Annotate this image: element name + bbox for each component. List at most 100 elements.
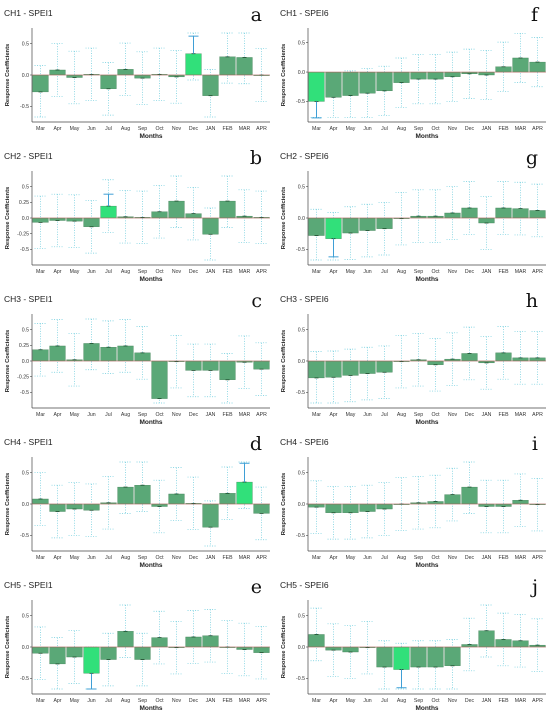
x-tick-label: JAN — [206, 126, 216, 132]
bar — [512, 500, 529, 505]
bar — [359, 503, 376, 512]
x-tick-label: Mar — [36, 126, 45, 132]
y-tick-label: 0.5 — [298, 184, 305, 190]
x-tick-label: Jun — [363, 412, 371, 418]
bar — [512, 357, 529, 362]
x-tick-label: Mar — [36, 269, 45, 275]
x-tick-label: APR — [256, 698, 267, 704]
bar — [202, 360, 219, 371]
x-tick-label: Apr — [329, 555, 337, 561]
bar — [461, 353, 478, 362]
x-tick-label: Oct — [431, 698, 440, 704]
bar — [32, 217, 49, 223]
x-axis-label: Months — [415, 419, 438, 426]
x-axis-label: Months — [139, 562, 162, 569]
x-tick-label: Apr — [53, 269, 61, 275]
bar — [83, 503, 100, 511]
bar — [253, 360, 270, 370]
x-tick-label: Dec — [465, 698, 475, 704]
bar — [168, 200, 185, 219]
x-tick-label: Oct — [155, 269, 164, 275]
x-tick-label: Jul — [105, 555, 112, 561]
y-axis-label: Response Coefficients — [5, 473, 11, 536]
x-tick-label: Jun — [87, 269, 95, 275]
x-tick-label: Aug — [121, 555, 130, 561]
x-tick-label: JAN — [482, 269, 492, 275]
bar — [427, 360, 444, 365]
panel-title: CH1 - SPEI1 — [4, 8, 53, 18]
x-tick-label: Oct — [431, 555, 440, 561]
x-tick-label: FEB — [222, 126, 233, 132]
y-tick-label: 0.0 — [298, 70, 305, 76]
x-tick-label: Mar — [312, 555, 321, 561]
x-tick-label: FEB — [222, 555, 233, 561]
panel-letter: h — [526, 290, 538, 312]
x-tick-label: Nov — [448, 698, 458, 704]
y-axis-label: Response Coefficients — [281, 330, 287, 393]
bar — [342, 71, 359, 96]
bar — [529, 210, 546, 219]
bar — [100, 74, 117, 89]
bar — [32, 74, 49, 93]
x-tick-label: MAR — [239, 412, 251, 418]
x-tick-label: May — [70, 126, 80, 132]
bar — [308, 360, 325, 379]
x-tick-label: Aug — [121, 269, 130, 275]
x-tick-label: Nov — [448, 269, 458, 275]
x-tick-label: MAR — [239, 269, 251, 275]
x-tick-label: Nov — [172, 126, 182, 132]
bar — [359, 217, 376, 231]
bar — [461, 486, 478, 505]
x-tick-label: MAR — [515, 269, 527, 275]
x-tick-label: Oct — [155, 698, 164, 704]
x-tick-label: Jun — [87, 555, 95, 561]
panel-title: CH5 - SPEI6 — [280, 580, 329, 590]
x-tick-label: Jun — [363, 269, 371, 275]
y-tick-label: 0.5 — [22, 184, 29, 190]
x-tick-label: Nov — [172, 555, 182, 561]
y-tick-label: -0.25 — [17, 231, 29, 237]
bar — [444, 71, 461, 77]
bar — [495, 207, 512, 219]
x-tick-label: Apr — [53, 555, 61, 561]
bar — [325, 71, 342, 98]
x-tick-label: Jul — [381, 269, 388, 275]
x-tick-label: JAN — [206, 412, 216, 418]
bar — [219, 360, 236, 380]
y-axis-label: Response Coefficients — [5, 330, 11, 393]
bar — [117, 631, 134, 648]
bar — [444, 212, 461, 219]
x-axis-label: Months — [415, 705, 438, 712]
x-tick-label: May — [346, 698, 356, 704]
y-tick-label: -0.5 — [296, 99, 305, 105]
bar — [168, 493, 185, 505]
x-axis-label: Months — [139, 276, 162, 283]
y-axis-label: Response Coefficients — [281, 473, 287, 536]
bar — [461, 207, 478, 219]
bar — [32, 349, 49, 362]
y-tick-label: 0.0 — [22, 645, 29, 651]
y-tick-label: 0.5 — [22, 41, 29, 47]
x-tick-label: Aug — [121, 698, 130, 704]
x-tick-label: Apr — [53, 126, 61, 132]
x-tick-label: FEB — [498, 269, 509, 275]
x-tick-label: Dec — [465, 126, 475, 132]
x-tick-label: MAR — [239, 555, 251, 561]
bar — [32, 646, 49, 654]
x-tick-label: Mar — [36, 698, 45, 704]
bar — [66, 503, 83, 510]
x-tick-label: Jul — [381, 555, 388, 561]
bar — [342, 217, 359, 234]
bar — [495, 66, 512, 73]
bar — [151, 637, 168, 648]
x-tick-label: Apr — [329, 269, 337, 275]
bar — [308, 71, 325, 102]
x-tick-label: JAN — [206, 555, 216, 561]
bar — [134, 74, 151, 79]
x-tick-label: Jun — [363, 126, 371, 132]
panel-title: CH3 - SPEI1 — [4, 294, 53, 304]
y-axis-label: Response Coefficients — [5, 616, 11, 679]
x-tick-label: Oct — [431, 269, 440, 275]
x-tick-label: Sep — [414, 126, 423, 132]
